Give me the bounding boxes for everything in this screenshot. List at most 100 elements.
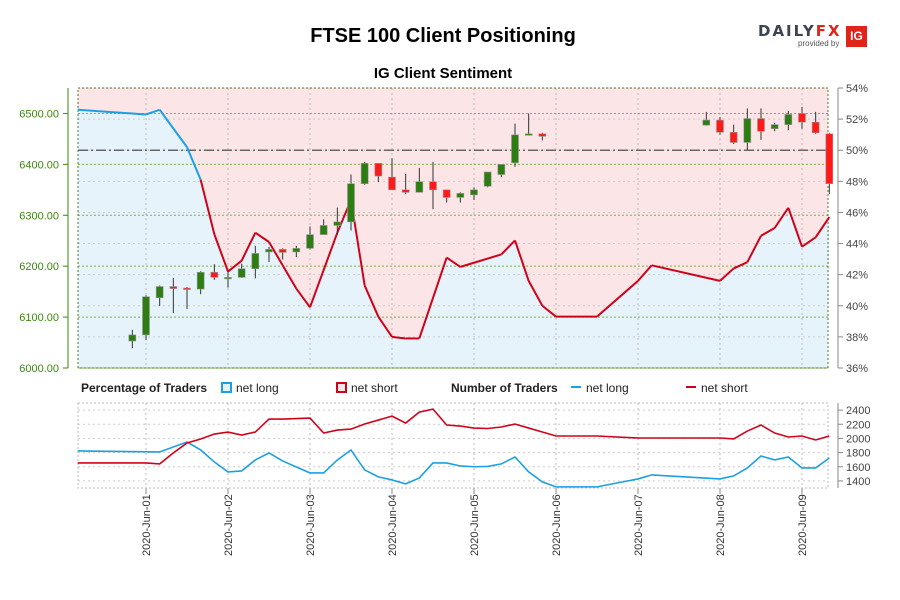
- sentiment-line-segment: [281, 264, 298, 290]
- candle-bullish: [224, 277, 232, 280]
- sentiment-line-segment: [500, 239, 516, 256]
- sentiment-line-segment: [460, 253, 502, 268]
- candle-bullish: [784, 114, 793, 125]
- sentiment-line-segment: [213, 233, 229, 272]
- sentiment-line-segment: [158, 109, 188, 148]
- sentiment-line-segment: [227, 259, 243, 273]
- legend-net-short-swatch: [336, 382, 347, 393]
- traders-tick-label: 1600: [846, 462, 870, 474]
- candle-bullish: [470, 189, 478, 196]
- candle-bullish: [483, 171, 492, 187]
- candle-bullish: [743, 118, 752, 143]
- plot-border: [77, 87, 829, 369]
- candle-bullish: [702, 119, 711, 126]
- candle-bearish: [538, 133, 547, 137]
- y-right-tick-label: 48%: [846, 176, 868, 188]
- candle-bullish: [142, 296, 150, 336]
- candle-bullish: [196, 271, 205, 290]
- candle-bearish: [183, 287, 191, 290]
- traders-line-net-short: [77, 408, 830, 465]
- candle-bullish: [415, 181, 424, 193]
- legend-pct-net-long: net long: [236, 381, 279, 395]
- candle-bullish: [306, 234, 314, 249]
- candle-bullish: [333, 221, 342, 226]
- sentiment-line-segment: [186, 146, 202, 181]
- candle-bearish: [716, 119, 724, 133]
- candle-bearish: [442, 189, 451, 198]
- candle-bearish: [811, 121, 820, 134]
- sentiment-line-segment: [760, 227, 776, 237]
- x-tick-label: 2020-Jun-03: [305, 494, 317, 556]
- candle-bullish: [319, 225, 328, 235]
- legend-num-title: Number of Traders: [451, 381, 558, 395]
- legend-num-net-long: net long: [586, 381, 629, 395]
- sentiment-line-segment: [596, 280, 639, 318]
- candle-bearish: [210, 271, 219, 278]
- chart-subtitle: IG Client Sentiment: [374, 65, 512, 82]
- sentiment-line-segment: [377, 316, 393, 338]
- y-left-tick-label: 6200.00: [19, 261, 59, 273]
- y-left-tick-label: 6500.00: [19, 108, 59, 120]
- sentiment-line-segment: [733, 261, 748, 270]
- legend-net-long-swatch: [221, 382, 232, 393]
- sentiment-line-segment: [541, 304, 557, 318]
- x-tick-label: 2020-Jun-06: [551, 494, 563, 556]
- net-long-area: [77, 109, 830, 369]
- candle-bullish: [265, 249, 273, 253]
- candle-bullish: [524, 133, 533, 136]
- x-tick-label: 2020-Jun-04: [387, 494, 399, 556]
- sentiment-line-segment: [637, 264, 653, 282]
- sentiment-line-segment: [787, 207, 803, 247]
- y-left-tick-label: 6100.00: [19, 312, 59, 324]
- x-tick-label: 2020-Jun-05: [469, 494, 481, 556]
- dailyfx-logo: DAILYFX provided by IG: [758, 22, 868, 48]
- candle-bullish: [237, 268, 246, 278]
- legend-num-net-short: net short: [701, 381, 748, 395]
- y-right-tick-label: 40%: [846, 301, 868, 313]
- sentiment-line-segment: [145, 108, 160, 116]
- y-right-tick-label: 50%: [846, 145, 868, 157]
- candle-bearish: [825, 133, 834, 185]
- candle-bearish: [429, 181, 437, 191]
- legend-pct-net-short: net short: [351, 381, 398, 395]
- sentiment-line-segment: [527, 280, 544, 307]
- x-tick-label: 2020-Jun-08: [715, 494, 727, 556]
- sentiment-line-segment: [514, 240, 530, 282]
- candle-bearish: [388, 176, 396, 191]
- sentiment-line-segment: [446, 256, 461, 268]
- sentiment-line-segment: [391, 335, 406, 340]
- traders-tick-label: 2200: [846, 419, 870, 431]
- sentiment-line-segment: [773, 207, 790, 229]
- candle-bullish: [155, 286, 164, 299]
- y-right-tick-label: 52%: [846, 114, 868, 126]
- sentiment-line-segment: [268, 241, 284, 266]
- sentiment-line-segment: [254, 231, 270, 243]
- traders-tick-label: 2400: [846, 405, 870, 417]
- sentiment-line-segment: [199, 179, 216, 235]
- y-right-tick-label: 46%: [846, 207, 868, 219]
- y-right-tick-label: 44%: [846, 239, 868, 251]
- sentiment-line-segment: [295, 288, 311, 308]
- candle-bullish: [456, 193, 465, 198]
- ig-logo: IG: [846, 26, 867, 47]
- logo-tagline: provided by: [798, 39, 840, 48]
- sentiment-line-segment: [801, 236, 817, 248]
- candle-bullish: [292, 248, 301, 253]
- y-left-tick-label: 6400.00: [19, 159, 59, 171]
- candle-bearish: [374, 163, 383, 177]
- y-right-tick-label: 54%: [846, 83, 868, 95]
- candle-bearish: [278, 249, 287, 253]
- y-left-tick-label: 6000.00: [19, 363, 59, 375]
- candle-bearish: [757, 118, 765, 132]
- legend-pct-title: Percentage of Traders: [81, 381, 207, 395]
- candle-bullish: [128, 334, 137, 342]
- sentiment-line-segment: [363, 285, 380, 318]
- sentiment-line-segment: [719, 267, 735, 282]
- x-tick-label: 2020-Jun-02: [223, 494, 235, 556]
- sentiment-line-segment: [77, 108, 147, 116]
- sentiment-line-segment: [814, 216, 831, 238]
- sentiment-line-segment: [746, 235, 762, 263]
- candle-bullish: [497, 164, 506, 175]
- y-right-tick-label: 38%: [846, 332, 868, 344]
